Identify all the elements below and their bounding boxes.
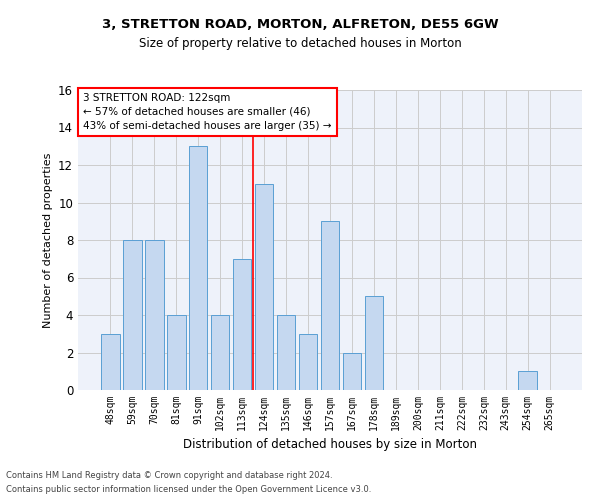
Bar <box>277 315 295 390</box>
Y-axis label: Number of detached properties: Number of detached properties <box>43 152 53 328</box>
Bar <box>123 240 142 390</box>
Bar <box>211 315 229 390</box>
Text: 3 STRETTON ROAD: 122sqm
← 57% of detached houses are smaller (46)
43% of semi-de: 3 STRETTON ROAD: 122sqm ← 57% of detache… <box>83 93 332 131</box>
Bar <box>299 334 317 390</box>
Bar <box>343 352 361 390</box>
Text: Contains HM Land Registry data © Crown copyright and database right 2024.: Contains HM Land Registry data © Crown c… <box>6 470 332 480</box>
Text: 3, STRETTON ROAD, MORTON, ALFRETON, DE55 6GW: 3, STRETTON ROAD, MORTON, ALFRETON, DE55… <box>101 18 499 30</box>
Bar <box>320 221 340 390</box>
Bar <box>365 296 383 390</box>
Bar <box>189 146 208 390</box>
Bar <box>518 371 537 390</box>
Bar <box>233 259 251 390</box>
Bar <box>101 334 119 390</box>
X-axis label: Distribution of detached houses by size in Morton: Distribution of detached houses by size … <box>183 438 477 452</box>
Bar <box>255 184 274 390</box>
Bar <box>145 240 164 390</box>
Text: Contains public sector information licensed under the Open Government Licence v3: Contains public sector information licen… <box>6 486 371 494</box>
Text: Size of property relative to detached houses in Morton: Size of property relative to detached ho… <box>139 38 461 51</box>
Bar <box>167 315 185 390</box>
